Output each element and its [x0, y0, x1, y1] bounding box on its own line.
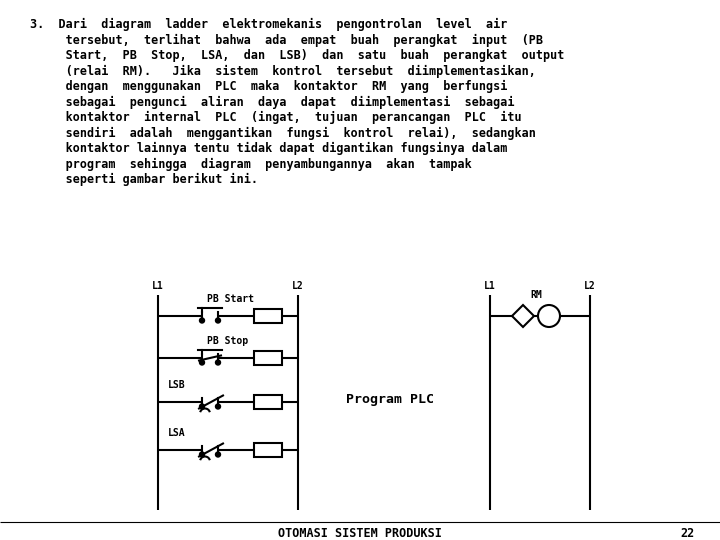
Text: kontaktor lainnya tentu tidak dapat digantikan fungsinya dalam: kontaktor lainnya tentu tidak dapat diga… — [30, 142, 508, 155]
Text: LSB: LSB — [168, 381, 186, 390]
Text: RM: RM — [530, 290, 542, 300]
Circle shape — [215, 360, 220, 365]
Text: program  sehingga  diagram  penyambungannya  akan  tampak: program sehingga diagram penyambungannya… — [30, 158, 472, 171]
Text: kontaktor  internal  PLC  (ingat,  tujuan  perancangan  PLC  itu: kontaktor internal PLC (ingat, tujuan pe… — [30, 111, 521, 124]
Text: 3.  Dari  diagram  ladder  elektromekanis  pengontrolan  level  air: 3. Dari diagram ladder elektromekanis pe… — [30, 18, 508, 31]
Circle shape — [199, 318, 204, 323]
Text: Start,  PB  Stop,  LSA,  dan  LSB)  dan  satu  buah  perangkat  output: Start, PB Stop, LSA, dan LSB) dan satu b… — [30, 49, 564, 62]
Circle shape — [215, 452, 220, 457]
Text: L1: L1 — [152, 281, 164, 291]
Bar — [254, 443, 282, 457]
Text: PB Stop: PB Stop — [207, 336, 248, 347]
Circle shape — [215, 404, 220, 409]
Text: 22: 22 — [680, 527, 695, 540]
Circle shape — [199, 360, 204, 365]
Bar — [254, 351, 282, 365]
Text: L2: L2 — [584, 281, 596, 291]
Text: (relai  RM).   Jika  sistem  kontrol  tersebut  diimplementasikan,: (relai RM). Jika sistem kontrol tersebut… — [30, 64, 536, 78]
Text: dengan  menggunakan  PLC  maka  kontaktor  RM  yang  berfungsi: dengan menggunakan PLC maka kontaktor RM… — [30, 80, 508, 93]
Circle shape — [199, 452, 204, 457]
Text: sendiri  adalah  menggantikan  fungsi  kontrol  relai),  sedangkan: sendiri adalah menggantikan fungsi kontr… — [30, 126, 536, 140]
Text: sebagai  pengunci  aliran  daya  dapat  diimplementasi  sebagai: sebagai pengunci aliran daya dapat diimp… — [30, 96, 515, 109]
Text: seperti gambar berikut ini.: seperti gambar berikut ini. — [30, 173, 258, 186]
Text: L1: L1 — [484, 281, 496, 291]
Circle shape — [215, 318, 220, 323]
Text: OTOMASI SISTEM PRODUKSI: OTOMASI SISTEM PRODUKSI — [278, 527, 442, 540]
Text: L2: L2 — [292, 281, 304, 291]
Bar — [254, 309, 282, 323]
Bar — [254, 395, 282, 409]
Text: Program PLC: Program PLC — [346, 394, 434, 407]
Circle shape — [199, 404, 204, 409]
Text: LSA: LSA — [168, 429, 186, 438]
Text: tersebut,  terlihat  bahwa  ada  empat  buah  perangkat  input  (PB: tersebut, terlihat bahwa ada empat buah … — [30, 33, 543, 46]
Text: PB Start: PB Start — [207, 294, 254, 305]
